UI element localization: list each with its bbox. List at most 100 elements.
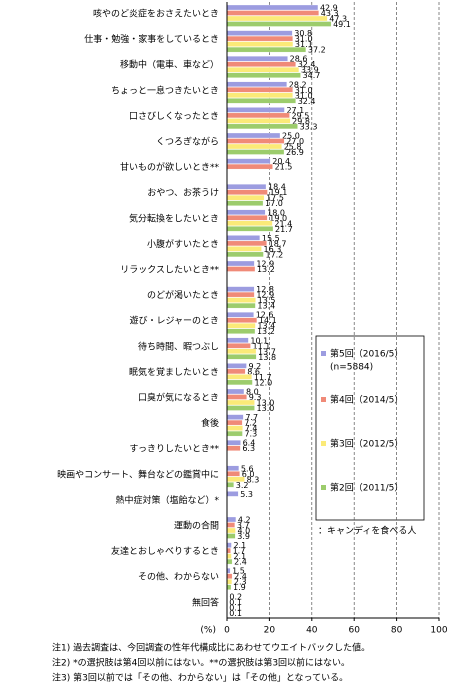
value-label: 30.8 [294,29,312,38]
value-label: 28.6 [290,55,308,64]
bar [226,15,328,22]
value-label: 26.9 [286,148,304,157]
bar [226,143,282,150]
bar [226,343,251,349]
value-label: 3.7 [237,521,250,530]
bar [226,558,233,565]
value-label: 0.1 [229,603,242,612]
category-label: 眠気を覚ましたいとき [129,366,219,378]
value-label: 32.4 [298,60,316,69]
bar [226,399,255,406]
value-label: 18.0 [267,208,285,217]
value-label: 7.3 [244,430,257,439]
value-label: 3.9 [237,532,250,541]
bar [226,302,256,309]
bar [226,87,293,93]
value-label: 7.7 [245,413,258,422]
category-label: ちょっと一息つきたいとき [111,84,219,96]
value-label: 17.2 [265,250,283,259]
value-label: 7.2 [244,419,257,428]
value-label: 13.7 [258,347,276,356]
bar [226,440,241,446]
value-label: 47.3 [329,15,347,24]
bar [226,163,273,170]
value-label: 9.3 [249,393,262,402]
bar [226,4,319,11]
x-tick-label: 40 [306,626,318,636]
bar [226,266,256,272]
value-label: 31.1 [295,40,313,49]
bar [226,405,255,411]
value-label: 11.7 [254,373,272,382]
bar [226,209,266,215]
bar [226,226,274,232]
bar [226,251,264,258]
value-label: 27.1 [286,106,304,115]
value-label: 1.7 [233,547,246,556]
category-label: 無回答 [192,596,219,608]
bar [226,92,293,98]
value-label: 13.0 [257,399,275,408]
value-label: 0.1 [229,598,242,607]
bar [226,491,239,497]
value-label: 12.9 [256,260,274,269]
bar [226,430,243,437]
value-label: 19.1 [269,188,287,197]
value-label: 18.4 [268,183,286,192]
bar [226,67,300,73]
bar [226,200,264,206]
legend-note: (n=5884) [330,363,373,373]
bar [226,189,268,195]
bar [226,388,245,395]
value-label: 33.3 [300,122,318,131]
value-label: 2.1 [233,552,246,561]
value-label: 13.2 [257,265,275,274]
category-label: 移動中（電車、車など） [120,59,219,71]
value-label: 25.0 [282,132,300,141]
value-label: 42.9 [320,4,338,13]
value-label: 17.0 [265,199,283,208]
value-label: 2.3 [234,578,247,587]
bar [226,149,285,155]
category-label: 小腹がすいたとき [147,238,219,250]
bar [226,240,267,247]
value-label: 33.9 [301,66,319,75]
x-tick-label: 20 [264,626,276,636]
bar [226,297,256,303]
value-label: 8.0 [246,388,259,397]
bar [226,516,237,523]
bar [226,220,273,226]
bar [226,138,285,144]
category-label: 気分転換をしたいとき [129,212,219,224]
bar [226,260,255,267]
value-label: 13.8 [258,353,276,362]
bar [226,573,233,579]
value-label: 0.2 [229,592,242,601]
value-label: 3.2 [236,481,249,490]
bar [226,348,257,354]
value-label: 14.1 [259,316,277,325]
value-label: 37.2 [308,46,326,55]
value-label: 25.8 [284,143,302,152]
bar [226,363,247,369]
value-label: 0.1 [229,609,242,618]
category-label: 映画やコンサート、舞台などの鑑賞中に [57,468,219,480]
bar [226,471,240,477]
value-label: 29.8 [292,117,310,126]
bar [226,132,281,139]
value-label: 1.9 [233,583,246,592]
bar [226,81,287,87]
value-label: 31.0 [295,86,313,95]
value-label: 21.4 [274,219,292,228]
value-label: 12.9 [256,291,274,300]
bar [226,291,255,298]
category-label: すっきりしたいとき** [129,444,219,455]
value-label: 17.5 [266,194,284,203]
value-label: 2.4 [234,572,247,581]
value-label: 20.4 [272,157,290,166]
value-label: 15.5 [262,234,280,243]
footnote: 注1) 過去調査は、今回調査の性年代構成比にあわせてウエイトバックした値。 [52,642,370,654]
bar [226,317,258,323]
value-label: 13.4 [257,322,275,331]
